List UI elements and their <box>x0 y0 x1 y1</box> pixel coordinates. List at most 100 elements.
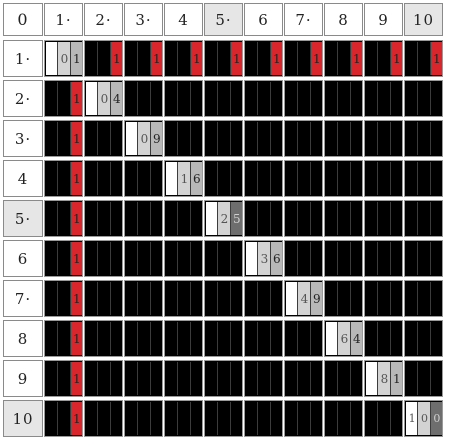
strip-black <box>270 82 282 115</box>
column-header-3: 3· <box>124 3 163 36</box>
product-cell-3x6 <box>244 120 283 157</box>
strip-black <box>86 42 99 75</box>
strip-black <box>378 282 391 315</box>
strip-mid_gray <box>150 122 162 155</box>
strip-black <box>246 402 259 435</box>
strip-black <box>178 202 191 235</box>
strip-black <box>286 202 299 235</box>
strip-black <box>310 362 322 395</box>
strip-black <box>286 402 299 435</box>
strip-black <box>406 82 419 115</box>
product-cell-9x10 <box>404 360 443 397</box>
strip-black <box>86 122 99 155</box>
strip-black <box>230 322 242 355</box>
cell-digit: 1 <box>313 51 321 66</box>
strip-black <box>46 282 59 315</box>
strip-black <box>418 42 431 75</box>
strip-black <box>138 42 151 75</box>
strip-black <box>190 242 202 275</box>
product-cell-2x8 <box>324 80 363 117</box>
strip-black <box>98 202 111 235</box>
strip-black <box>270 322 282 355</box>
column-header-6: 6 <box>244 3 283 36</box>
strip-red <box>110 42 122 75</box>
product-cell-2x4 <box>164 80 203 117</box>
strip-black <box>366 242 379 275</box>
product-cell-6x5 <box>204 240 243 277</box>
strip-black <box>98 122 111 155</box>
strip-black <box>166 242 179 275</box>
strip-black <box>230 402 242 435</box>
strip-black <box>206 402 219 435</box>
strip-black <box>430 202 442 235</box>
row-header-10: 10 <box>3 400 43 437</box>
strip-black <box>326 42 339 75</box>
strip-black <box>218 402 231 435</box>
strip-black <box>406 242 419 275</box>
strip-black <box>246 82 259 115</box>
corner-label: 0 <box>3 3 43 36</box>
cell-digit: 1 <box>233 51 241 66</box>
strip-black <box>350 162 362 195</box>
strip-black <box>378 82 391 115</box>
strip-black <box>178 122 191 155</box>
strip-black <box>98 42 111 75</box>
strip-black <box>138 242 151 275</box>
cell-digit: 1 <box>153 51 161 66</box>
strip-black <box>310 82 322 115</box>
product-cell-4x7 <box>284 160 323 197</box>
strip-black <box>270 362 282 395</box>
strip-black <box>110 402 122 435</box>
strip-light_gray <box>378 362 391 395</box>
product-cell-4x10 <box>404 160 443 197</box>
strip-black <box>418 282 431 315</box>
strip-black <box>166 282 179 315</box>
product-cell-7x4 <box>164 280 203 317</box>
product-cell-5x1: 1 <box>44 200 83 237</box>
strip-black <box>46 402 59 435</box>
row-header-8: 8 <box>3 320 43 357</box>
strip-black <box>390 322 402 355</box>
product-cell-5x2 <box>84 200 123 237</box>
cell-digit: 6 <box>340 331 349 346</box>
strip-black <box>350 202 362 235</box>
strip-black <box>138 82 151 115</box>
strip-black <box>338 42 351 75</box>
strip-black <box>166 82 179 115</box>
strip-white <box>166 162 179 195</box>
strip-black <box>206 82 219 115</box>
strip-black <box>366 402 379 435</box>
strip-black <box>46 322 59 355</box>
cell-digit: 1 <box>73 171 81 186</box>
strip-black <box>150 282 162 315</box>
strip-black <box>286 122 299 155</box>
strip-black <box>138 362 151 395</box>
strip-black <box>86 402 99 435</box>
product-cell-7x3 <box>124 280 163 317</box>
product-cell-10x7 <box>284 400 323 437</box>
column-header-2: 2· <box>84 3 123 36</box>
strip-black <box>218 82 231 115</box>
strip-black <box>86 322 99 355</box>
strip-red <box>70 122 82 155</box>
strip-black <box>98 362 111 395</box>
strip-black <box>166 362 179 395</box>
cell-digit: 0 <box>140 131 149 146</box>
strip-black <box>190 122 202 155</box>
strip-black <box>190 82 202 115</box>
strip-red <box>70 82 82 115</box>
strip-black <box>218 42 231 75</box>
product-cell-3x5 <box>204 120 243 157</box>
strip-black <box>310 122 322 155</box>
strip-black <box>310 402 322 435</box>
strip-black <box>178 242 191 275</box>
product-cell-8x9 <box>364 320 403 357</box>
strip-black <box>270 282 282 315</box>
strip-black <box>58 282 71 315</box>
strip-black <box>378 402 391 435</box>
strip-black <box>310 162 322 195</box>
strip-black <box>230 122 242 155</box>
strip-black <box>138 202 151 235</box>
